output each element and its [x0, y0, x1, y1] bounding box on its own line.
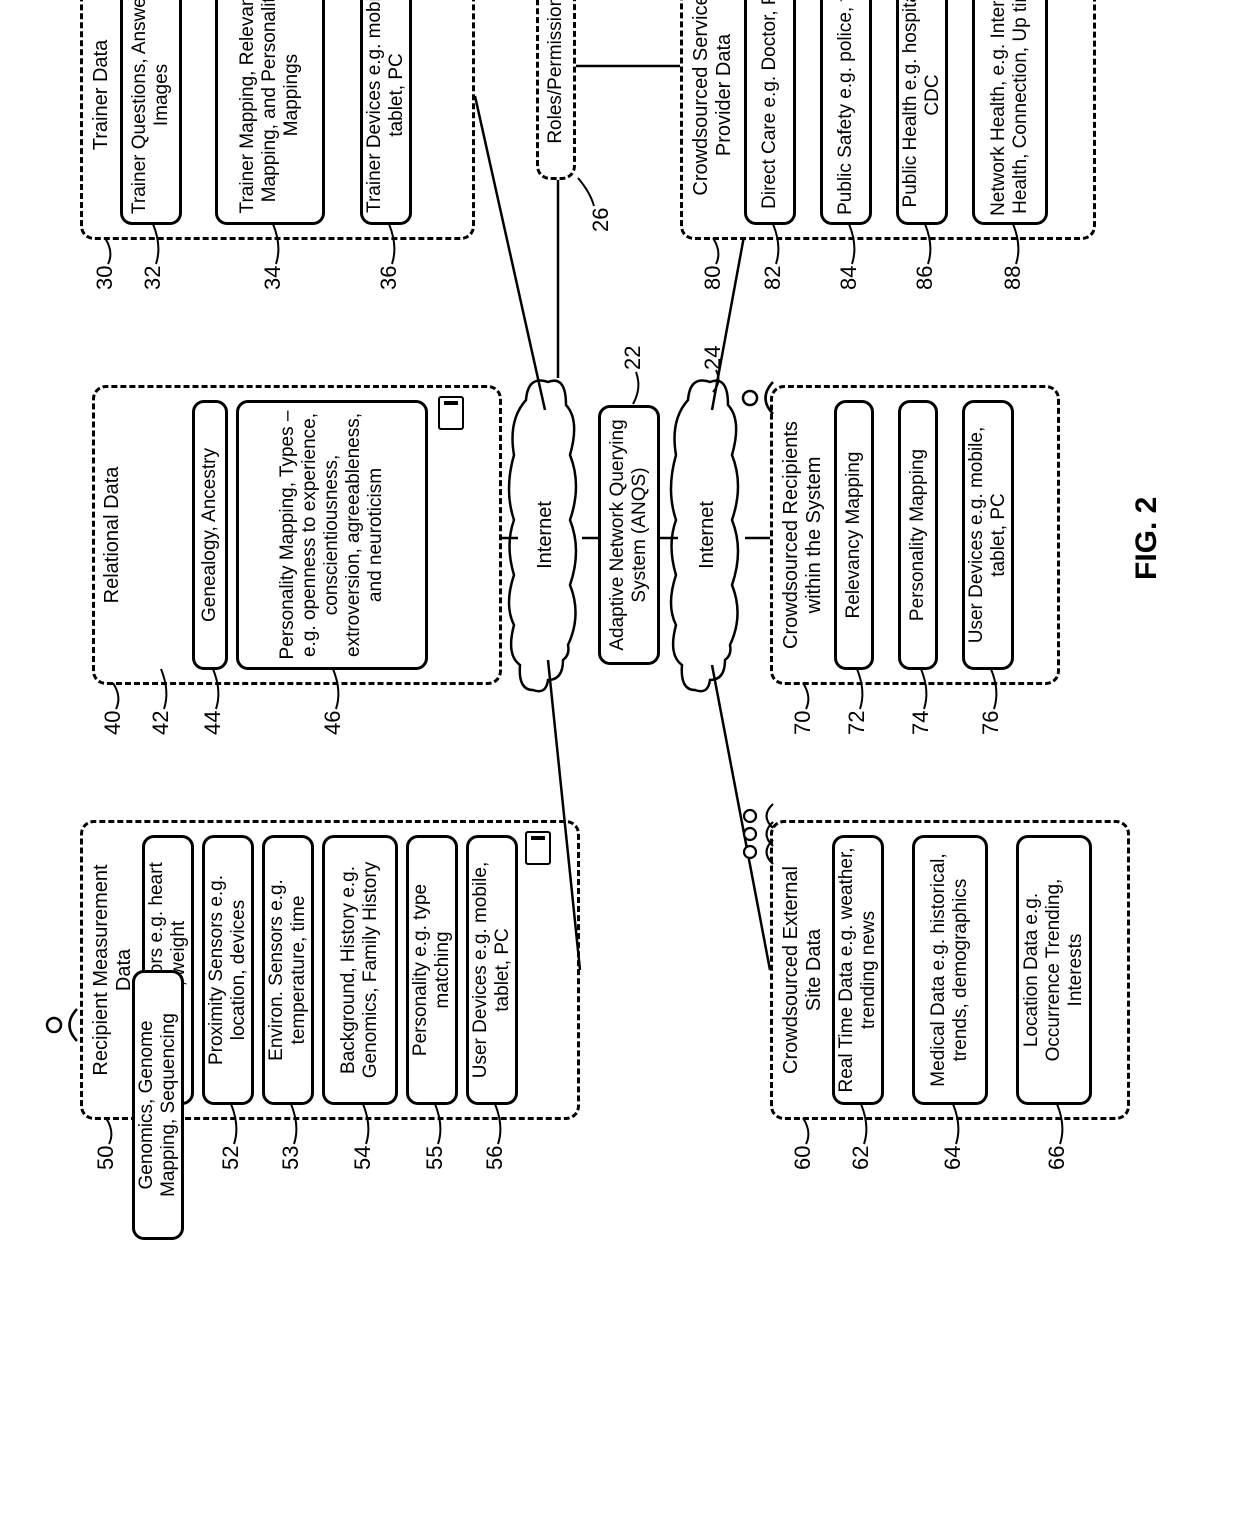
ref-66: 66	[1044, 1146, 1070, 1170]
item-86: Public Health e.g. hospital, CDC	[896, 0, 948, 225]
ref-60: 60	[790, 1146, 816, 1170]
ref-80: 80	[700, 266, 726, 290]
item-84-label: Public Safety e.g. police, fire	[835, 0, 857, 215]
lead-76	[988, 667, 1002, 709]
group-external-title: Crowdsourced External Site Data	[780, 850, 826, 1090]
item-74-label: Personality Mapping	[907, 449, 929, 621]
ref-84: 84	[836, 266, 862, 290]
lead-70	[800, 681, 814, 709]
lead-86	[922, 222, 936, 264]
item-82-label: Direct Care e.g. Doctor, PA	[759, 0, 781, 209]
ref-62: 62	[848, 1146, 874, 1170]
item-72: Relevancy Mapping	[834, 400, 874, 670]
item-74: Personality Mapping	[898, 400, 938, 670]
lead-60	[800, 1116, 814, 1144]
item-84: Public Safety e.g. police, fire	[820, 0, 872, 225]
item-76: User Devices e.g. mobile, tablet, PC	[962, 400, 1014, 670]
ref-76: 76	[978, 711, 1004, 735]
item-76-label: User Devices e.g. mobile, tablet, PC	[966, 409, 1010, 661]
diagram-canvas: 20 Recipient Measurement Data Health Sen…	[0, 0, 1240, 1240]
item-62-label: Real Time Data e.g. weather, trending ne…	[836, 844, 880, 1096]
lead-88	[1010, 222, 1024, 264]
item-62: Real Time Data e.g. weather, trending ne…	[832, 835, 884, 1105]
group-icon	[740, 802, 778, 866]
lead-64	[950, 1102, 964, 1144]
item-72-label: Relevancy Mapping	[843, 452, 865, 619]
lead-80	[710, 236, 724, 264]
ref-88: 88	[1000, 266, 1026, 290]
figure-label: FIG. 2	[1130, 497, 1164, 580]
item-88-label: Network Health, e.g. Internet Health, Co…	[988, 0, 1032, 216]
item-66-label: Location Data e.g. Occurrence Trending, …	[1021, 844, 1087, 1096]
lead-62	[858, 1102, 872, 1144]
ref-74: 74	[908, 711, 934, 735]
item-64: Medical Data e.g. historical, trends, de…	[912, 835, 988, 1105]
group-provider-title: Crowdsourced Service Provider Data	[690, 0, 736, 220]
item-88: Network Health, e.g. Internet Health, Co…	[972, 0, 1048, 225]
item-86-label: Public Health e.g. hospital, CDC	[900, 0, 944, 216]
ref-64: 64	[940, 1146, 966, 1170]
lead-82	[770, 222, 784, 264]
lead-84	[846, 222, 860, 264]
item-66: Location Data e.g. Occurrence Trending, …	[1016, 835, 1092, 1105]
ref-82: 82	[760, 266, 786, 290]
group-recipients-sys-title: Crowdsourced Recipients within the Syste…	[780, 405, 826, 665]
ref-72: 72	[844, 711, 870, 735]
item-82: Direct Care e.g. Doctor, PA	[744, 0, 796, 225]
ref-70: 70	[790, 711, 816, 735]
user-icon	[740, 378, 776, 418]
lead-66	[1054, 1102, 1068, 1144]
lead-72	[854, 667, 868, 709]
lead-74	[918, 667, 932, 709]
item-64-label: Medical Data e.g. historical, trends, de…	[928, 844, 972, 1096]
ref-86: 86	[912, 266, 938, 290]
